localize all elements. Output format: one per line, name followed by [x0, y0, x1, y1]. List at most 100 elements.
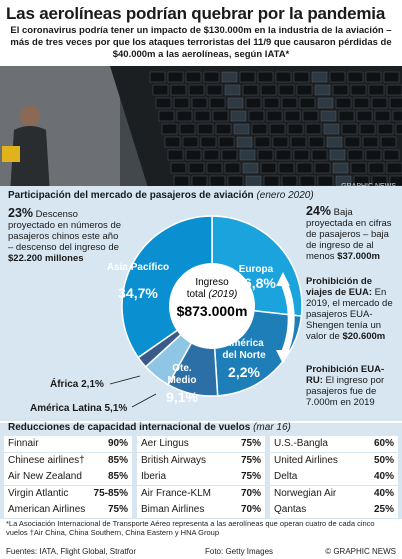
board-cell: [311, 71, 328, 83]
board-cell: [320, 110, 337, 122]
eua-arrow-head-bottom: [276, 350, 290, 364]
photo-credit: Foto: Getty Images: [205, 547, 274, 556]
board-cell: [209, 175, 226, 187]
board-cell: [209, 97, 226, 109]
board-cell: [314, 84, 331, 96]
board-cell: [191, 175, 208, 187]
pie-center-disc: [169, 263, 255, 349]
china-note-text: Descenso proyectado en números de pasaje…: [8, 209, 122, 253]
board-cell: [365, 149, 382, 161]
board-cell: [221, 149, 238, 161]
board-cell: [338, 110, 355, 122]
capacity-cut-row: United Airlines 50%: [270, 452, 398, 469]
capacity-cut-value: 85%: [107, 454, 128, 466]
board-cell: [272, 136, 289, 148]
europa-name: Europa: [239, 264, 274, 275]
board-cell: [359, 123, 376, 135]
board-cell: [188, 84, 205, 96]
board-cell: [386, 162, 402, 174]
board-cell: [278, 84, 295, 96]
capacity-cut-value: 75-85%: [93, 487, 128, 499]
board-cell: [191, 97, 208, 109]
board-cell: [281, 175, 298, 187]
capacity-cut-row: Air New Zealand 85%: [4, 469, 132, 486]
board-cell: [305, 123, 322, 135]
board-cell: [248, 110, 265, 122]
ru-note-text: El ingreso por pasajeros fue de 7.000m e…: [306, 375, 385, 408]
capacity-cut-value: 40%: [373, 487, 394, 499]
cuts-title-text: Reducciones de capacidad internacional d…: [8, 422, 251, 433]
china-note-pct: 23%: [8, 206, 34, 220]
board-cell: [317, 97, 334, 109]
board-cell: [179, 123, 196, 135]
board-cell: [224, 84, 241, 96]
board-cell: [299, 97, 316, 109]
board-cell: [203, 149, 220, 161]
board-cell: [308, 136, 325, 148]
board-cell: [377, 123, 394, 135]
latina-label: América Latina 5,1%: [30, 403, 127, 414]
capacity-cut-row: Finnair 90%: [4, 436, 132, 452]
capacity-cuts-table: Reducciones de capacidad internacional d…: [0, 422, 402, 519]
europe-note-text: Baja proyectada en cifras de pasajeros –…: [306, 207, 392, 262]
capacity-cut-row: American Airlines 75%: [4, 502, 132, 519]
africa-label: África 2,1%: [50, 377, 104, 390]
board-cell: [227, 175, 244, 187]
board-cell: [368, 84, 385, 96]
board-cell: [395, 123, 402, 135]
departures-board-illustration: GRAPHIC NEWS: [0, 66, 402, 194]
airline-name: Air France-KLM: [141, 487, 212, 499]
board-cell: [245, 97, 262, 109]
capacity-cut-value: 25%: [373, 504, 394, 516]
capacity-cut-value: 75%: [107, 504, 128, 516]
board-cell: [269, 123, 286, 135]
latina-leader: [131, 393, 157, 408]
capacity-cut-row: Air France-KLM 70%: [137, 485, 265, 502]
board-cell: [158, 110, 175, 122]
board-cell: [347, 149, 364, 161]
airline-name: Qantas: [274, 504, 307, 516]
board-cell: [239, 149, 256, 161]
board-cell: [239, 71, 256, 83]
capacity-cut-value: 85%: [107, 471, 128, 483]
board-cell: [350, 84, 367, 96]
board-cell: [332, 162, 349, 174]
capacity-cut-row: British Airways 75%: [137, 452, 265, 469]
board-cell: [392, 110, 402, 122]
board-cell: [329, 149, 346, 161]
capacity-cut-row: U.S.-Bangla 60%: [270, 436, 398, 452]
board-cell: [263, 175, 280, 187]
asia-pct: 34,7%: [118, 285, 158, 301]
board-cell: [188, 162, 205, 174]
europe-note-pct: 24%: [306, 204, 332, 218]
copyright: © GRAPHIC NEWS: [325, 547, 396, 556]
airline-name: Norwegian Air: [274, 487, 337, 499]
board-cell: [149, 71, 166, 83]
board-cell: [167, 149, 184, 161]
board-cell: [266, 110, 283, 122]
board-cell: [383, 71, 400, 83]
board-cell: [260, 84, 277, 96]
board-cell: [170, 84, 187, 96]
capacity-cut-value: 90%: [107, 438, 128, 449]
board-cell: [356, 110, 373, 122]
board-cell: [257, 71, 274, 83]
board-cell: [362, 136, 379, 148]
airline-name: United Airlines: [274, 454, 338, 466]
board-cell: [221, 71, 238, 83]
board-cell: [347, 71, 364, 83]
board-cell: [335, 97, 352, 109]
ru-note: Prohibición EUA-RU: El ingreso por pasaj…: [306, 364, 398, 408]
board-cell: [290, 136, 307, 148]
board-cell: [176, 110, 193, 122]
board-cell: [365, 71, 382, 83]
airline-name: American Airlines: [8, 504, 86, 516]
airline-name: U.S.-Bangla: [274, 438, 328, 449]
capacity-cut-row: Delta 40%: [270, 469, 398, 486]
board-cell: [302, 110, 319, 122]
board-cell: [314, 162, 331, 174]
board-cell: [194, 110, 211, 122]
board-cell: [326, 136, 343, 148]
norte-name-2: del Norte: [222, 350, 266, 361]
headline: Las aerolíneas podrían quebrar por la pa…: [6, 4, 386, 23]
